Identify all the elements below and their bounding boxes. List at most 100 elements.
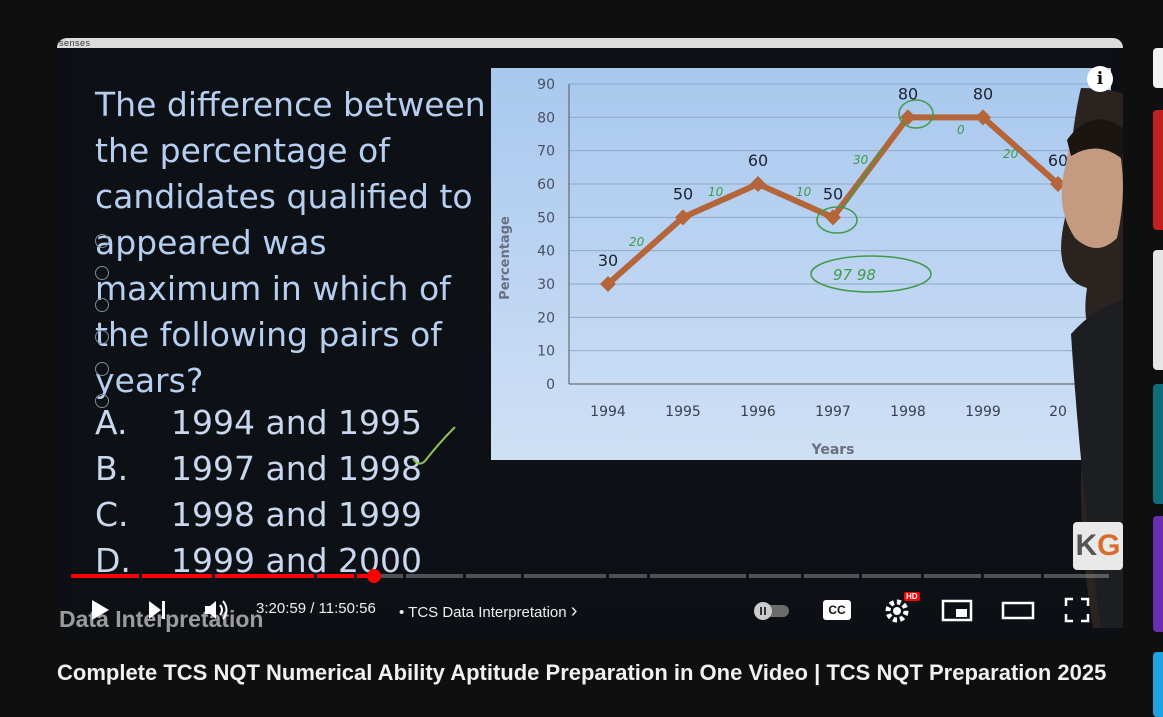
captions-button[interactable]: CC (823, 590, 851, 630)
progress-segment[interactable] (749, 574, 801, 578)
player-controls: 3:20:59 / 11:50:56 • TCS Data Interpreta… (57, 590, 1123, 630)
volume-icon (205, 600, 228, 620)
progress-segment[interactable] (862, 574, 921, 578)
y-tick-label: 10 (537, 344, 555, 360)
progress-played-segment[interactable] (357, 574, 367, 578)
tool-icon (95, 266, 109, 280)
tool-icon (95, 330, 109, 344)
option-c: C. 1998 and 1999 (95, 495, 423, 534)
progress-segment[interactable] (650, 574, 746, 578)
progress-played-segment[interactable] (215, 574, 314, 578)
video-player[interactable]: senses The difference between the percen… (57, 38, 1123, 638)
progress-segment[interactable] (406, 574, 463, 578)
video-frame: The difference between the percentage of… (71, 48, 1123, 628)
next-button[interactable] (145, 590, 169, 630)
chevron-right-icon: › (570, 600, 578, 622)
suggestion-thumbnail[interactable] (1153, 110, 1163, 230)
y-axis-label: Percentage (498, 216, 513, 300)
data-point (600, 276, 616, 292)
y-tick-label: 70 (537, 144, 555, 160)
circle-annotation (810, 255, 932, 293)
progress-segment[interactable] (466, 574, 521, 578)
info-button[interactable]: i (1087, 66, 1113, 92)
option-a: A. 1994 and 1995 (95, 403, 423, 442)
progress-segment[interactable] (924, 574, 981, 578)
theater-mode-icon (1001, 601, 1035, 620)
data-label: 30 (598, 251, 618, 270)
fullscreen-icon (1064, 597, 1090, 623)
x-axis-label: Years (810, 442, 854, 458)
miniplayer-icon (941, 599, 973, 622)
annotation-text: 97 98 (833, 266, 876, 284)
check-mark-icon (412, 426, 456, 465)
y-tick-label: 90 (537, 77, 555, 93)
video-title[interactable]: Complete TCS NQT Numerical Ability Aptit… (57, 660, 1107, 685)
progress-segment[interactable] (524, 574, 606, 578)
suggestion-thumbnail[interactable] (1153, 48, 1163, 88)
scrubber-handle[interactable] (367, 569, 381, 583)
circle-annotation (816, 206, 858, 234)
y-tick-label: 30 (537, 277, 555, 293)
channel-logo: KG (1073, 522, 1123, 570)
slope-annotation (842, 147, 884, 209)
settings-button[interactable]: HD (883, 590, 920, 630)
circle-annotation (898, 99, 934, 129)
progress-played-segment[interactable] (317, 574, 354, 578)
miniplayer-button[interactable] (941, 590, 973, 630)
suggestion-thumbnail[interactable] (1153, 516, 1163, 632)
volume-button[interactable] (202, 590, 232, 630)
gear-icon (885, 599, 909, 623)
side-toolbar (95, 234, 109, 426)
tool-icon (95, 362, 109, 376)
suggestion-thumbnail[interactable] (1153, 250, 1163, 370)
annotation-text: 20 (629, 235, 645, 249)
y-tick-label: 50 (537, 210, 555, 226)
chapter-link[interactable]: • TCS Data Interpretation › (399, 600, 578, 622)
progress-segment[interactable] (1044, 574, 1109, 578)
progress-played-segment[interactable] (71, 574, 139, 578)
autoplay-toggle[interactable] (751, 590, 795, 630)
progress-segment[interactable] (609, 574, 647, 578)
question-text: The difference between the percentage of… (95, 85, 486, 400)
data-point (825, 209, 841, 226)
progress-segment[interactable] (804, 574, 859, 578)
progress-played-segment[interactable] (142, 574, 212, 578)
x-tick-label: 1996 (740, 404, 776, 420)
data-point (750, 176, 766, 192)
line-chart: 0 10 20 30 40 50 60 70 80 90 1994 1995 1996 1997 1998… (491, 68, 1111, 460)
y-tick-label: 80 (537, 110, 555, 126)
x-tick-label: 1999 (965, 404, 1001, 420)
data-label: 60 (1048, 151, 1068, 170)
annotation-text: 30 (853, 153, 869, 167)
data-label: 80 (973, 84, 993, 103)
play-icon (92, 600, 109, 620)
tool-icon (95, 234, 109, 248)
data-point (675, 209, 691, 226)
progress-segment[interactable] (367, 574, 403, 578)
theater-button[interactable] (1001, 590, 1035, 630)
suggestion-thumbnail[interactable] (1153, 652, 1163, 717)
y-tick-label: 20 (537, 310, 555, 326)
hd-badge: HD (904, 592, 920, 601)
y-tick-label: 40 (537, 244, 555, 260)
play-button[interactable] (87, 590, 111, 630)
x-tick-label: 20 (1049, 404, 1067, 420)
time-display: 3:20:59 / 11:50:56 (256, 600, 376, 617)
fullscreen-button[interactable] (1063, 590, 1091, 630)
skip-next-icon (149, 601, 165, 619)
tool-icon (95, 298, 109, 312)
top-strip: senses (57, 38, 1123, 48)
progress-bar[interactable] (71, 569, 1109, 583)
x-tick-label: 1998 (890, 404, 926, 420)
cc-icon: CC (823, 600, 851, 620)
autoplay-icon (754, 602, 789, 620)
data-point (900, 109, 916, 126)
x-tick-label: 1997 (815, 404, 851, 420)
x-tick-label: 1995 (665, 404, 701, 420)
suggestion-thumbnail[interactable] (1153, 384, 1163, 504)
handwriting-annotations (810, 99, 934, 293)
tool-icon (95, 394, 109, 408)
option-b: B. 1997 and 1998 (95, 449, 423, 488)
brand-logo: senses (59, 38, 91, 48)
progress-segment[interactable] (984, 574, 1041, 578)
